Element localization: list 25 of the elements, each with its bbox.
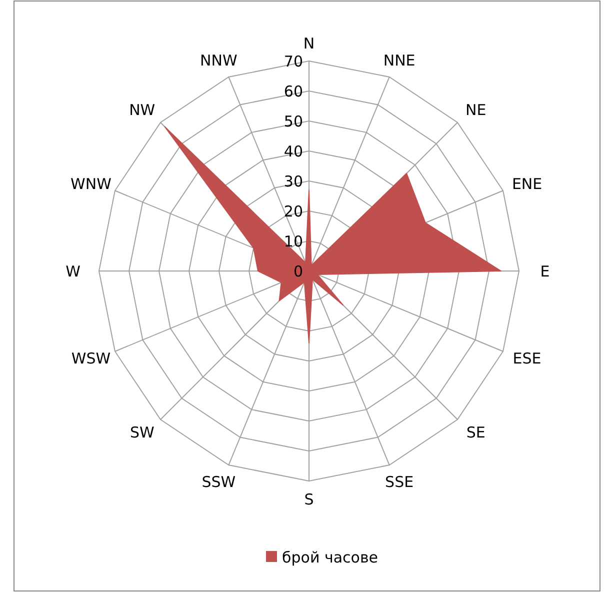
spoke-label: ESE xyxy=(512,350,542,368)
y-tick-label: 60 xyxy=(284,82,303,100)
spoke-label: W xyxy=(66,262,81,280)
spoke-label: E xyxy=(540,262,550,280)
spoke-label: S xyxy=(304,490,314,508)
spoke-label: ENE xyxy=(512,175,542,193)
spoke-label: WSW xyxy=(71,350,111,368)
y-tick-label: 40 xyxy=(284,142,303,160)
spoke-label: SW xyxy=(130,423,154,442)
y-tick-label: 0 xyxy=(293,262,303,280)
spoke-label: WNW xyxy=(70,175,112,193)
spoke-label: NE xyxy=(466,101,486,120)
spoke-label: SSW xyxy=(202,472,236,491)
spoke-label: SSE xyxy=(385,472,414,491)
y-tick-label: 20 xyxy=(284,202,303,220)
spoke-label: NNW xyxy=(200,52,238,70)
y-tick-label: 10 xyxy=(284,232,303,250)
legend-label: брой часове xyxy=(282,548,378,566)
spoke-label: N xyxy=(303,34,315,52)
y-tick-label: 30 xyxy=(284,172,303,190)
y-tick-label: 50 xyxy=(284,112,303,130)
spoke-label: NNE xyxy=(383,52,416,70)
spoke-label: NW xyxy=(129,101,156,120)
y-tick-label: 70 xyxy=(284,52,303,70)
spoke-label: SE xyxy=(466,423,486,442)
